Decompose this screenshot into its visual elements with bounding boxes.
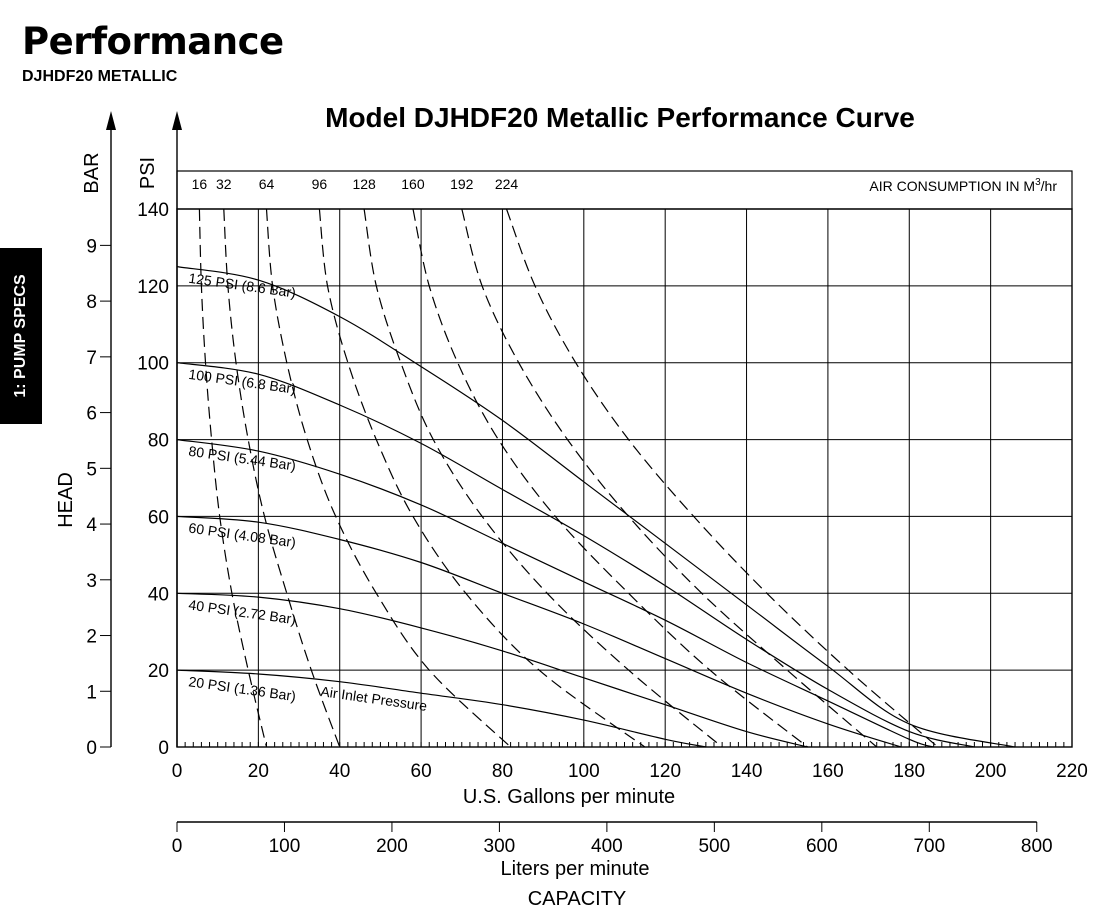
x2-axis-label: Liters per minute: [501, 858, 650, 880]
air-consumption-curves: [198, 208, 939, 748]
y-tick-label: 120: [137, 277, 169, 298]
air-consumption-value: 96: [312, 176, 328, 192]
air-curve-160: [412, 208, 808, 748]
bar-axis-arrow: [106, 111, 116, 130]
bar-tick-label: 2: [86, 627, 97, 648]
x-tick-label: 180: [893, 761, 925, 782]
page-subtitle: DJHDF20 METALLIC: [22, 68, 178, 85]
air-curve-96: [318, 208, 646, 748]
chart-title: Model DJHDF20 Metallic Performance Curve: [325, 102, 915, 133]
bar-tick-label: 1: [86, 682, 97, 703]
y-tick-label: 0: [158, 738, 169, 759]
air-consumption-value: 192: [450, 176, 474, 192]
air-consumption-value: 16: [192, 176, 208, 192]
lpm-tick-label: 200: [376, 836, 408, 857]
air-consumption-label-sup: 3: [1035, 177, 1041, 188]
x-tick-label: 100: [568, 761, 600, 782]
x-tick-label: 0: [172, 761, 183, 782]
x-tick-label: 40: [329, 761, 350, 782]
lpm-tick-label: 300: [484, 836, 516, 857]
psi-unit-label: PSI: [137, 157, 159, 189]
air-curve-192: [461, 208, 878, 748]
page-title: Performance: [22, 20, 284, 63]
bar-tick-label: 0: [86, 738, 97, 759]
chart-grid: [177, 208, 1073, 747]
x-tick-label: 20: [248, 761, 269, 782]
y-tick-label: 80: [148, 431, 169, 452]
x-tick-label: 160: [812, 761, 844, 782]
air-curve-16: [198, 208, 268, 748]
lpm-tick-label: 500: [698, 836, 730, 857]
pressure-curve: [176, 669, 707, 748]
pressure-curve: [176, 592, 808, 748]
air-consumption-value: 224: [495, 176, 519, 192]
x-axis-caption: CAPACITY: [528, 888, 627, 910]
x-tick-label: 200: [975, 761, 1007, 782]
y-tick-label: 140: [137, 200, 169, 221]
pressure-curve: [176, 266, 1016, 748]
bar-tick-label: 5: [86, 459, 97, 480]
pressure-curve-label: 60 PSI (4.08 Bar): [188, 520, 297, 551]
air-consumption-label-tail: /hr: [1041, 178, 1058, 194]
lpm-tick-label: 400: [591, 836, 623, 857]
x-tick-label: 140: [731, 761, 763, 782]
air-consumption-label-main: AIR CONSUMPTION IN M: [869, 178, 1035, 194]
bar-tick-label: 6: [86, 404, 97, 425]
air-curve-224: [505, 208, 939, 748]
bar-tick-label: 7: [86, 348, 97, 369]
air-consumption-value: 32: [216, 176, 232, 192]
bar-tick-label: 9: [86, 236, 97, 257]
y-tick-label: 100: [137, 354, 169, 375]
lpm-tick-label: 800: [1021, 836, 1053, 857]
lpm-tick-label: 0: [172, 836, 183, 857]
air-curve-128: [363, 208, 723, 748]
y-tick-label: 60: [148, 507, 169, 528]
y-axis-label: HEAD: [55, 472, 77, 528]
y-tick-label: 40: [148, 584, 169, 605]
pressure-curves: 125 PSI (8.6 Bar)100 PSI (6.8 Bar)80 PSI…: [176, 266, 1016, 748]
pressure-curve: [176, 515, 902, 748]
x-tick-label: 60: [411, 761, 432, 782]
air-curve-32: [223, 208, 341, 748]
x-tick-label: 80: [492, 761, 513, 782]
bar-tick-label: 8: [86, 292, 97, 313]
bar-tick-label: 4: [86, 515, 97, 536]
pressure-curve-label: 125 PSI (8.6 Bar): [188, 270, 297, 301]
air-curve-64: [265, 208, 512, 748]
air-inlet-pressure-label: Air Inlet Pressure: [320, 683, 429, 714]
psi-axis-arrow: [172, 111, 182, 130]
bar-unit-label: BAR: [81, 152, 103, 193]
y-tick-label: 20: [148, 661, 169, 682]
x-tick-label: 220: [1056, 761, 1088, 782]
x-tick-label: 120: [649, 761, 681, 782]
lpm-tick-label: 600: [806, 836, 838, 857]
pressure-curve: [176, 439, 934, 748]
pressure-curve-label: 80 PSI (5.44 Bar): [188, 443, 297, 474]
lpm-tick-label: 700: [913, 836, 945, 857]
air-consumption-value: 64: [259, 176, 275, 192]
air-consumption-value: 128: [352, 176, 376, 192]
x-axis-label: U.S. Gallons per minute: [463, 786, 675, 808]
pressure-curve-label: 40 PSI (2.72 Bar): [188, 596, 297, 627]
lpm-tick-label: 100: [269, 836, 301, 857]
air-consumption-value: 160: [401, 176, 425, 192]
pressure-curve: [176, 362, 975, 748]
chart-frame: 16 32 64 96 128 160 192 224: [176, 170, 1073, 748]
bar-tick-label: 3: [86, 571, 97, 592]
pressure-curve-label: 20 PSI (1.36 Bar): [188, 673, 297, 704]
air-consumption-label: AIR CONSUMPTION IN M3/hr: [869, 177, 1057, 194]
side-tab[interactable]: 1: PUMP SPECS: [0, 248, 42, 424]
chart-axes: 0 20 40 60 80 100 120 140 0 1 2 3 4 5 6 7 8 9 0 20 40 60 80 100…: [86, 111, 1088, 857]
